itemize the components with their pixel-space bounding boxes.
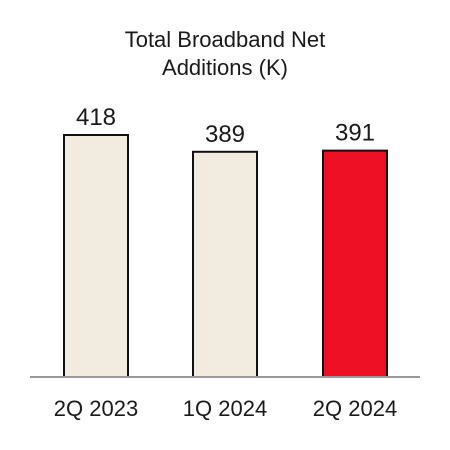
bar-1q-2024	[192, 150, 258, 378]
bar-2q-2024	[322, 149, 388, 378]
x-tick-label: 2Q 2024	[313, 396, 397, 421]
x-tick-label: 1Q 2024	[183, 396, 267, 421]
data-label: 391	[335, 120, 375, 147]
bar-2q-2023	[63, 134, 129, 378]
bars-layer	[63, 134, 388, 378]
data-label: 418	[76, 104, 116, 131]
chart-title-line-1: Total Broadband Net	[124, 27, 326, 52]
data-label: 389	[205, 121, 245, 148]
labels-layer: 418 2Q 2023 389 1Q 2024 391 2Q 2024	[54, 104, 397, 421]
chart-title-line-2: Additions (K)	[162, 55, 288, 80]
x-tick-label: 2Q 2023	[54, 396, 138, 421]
